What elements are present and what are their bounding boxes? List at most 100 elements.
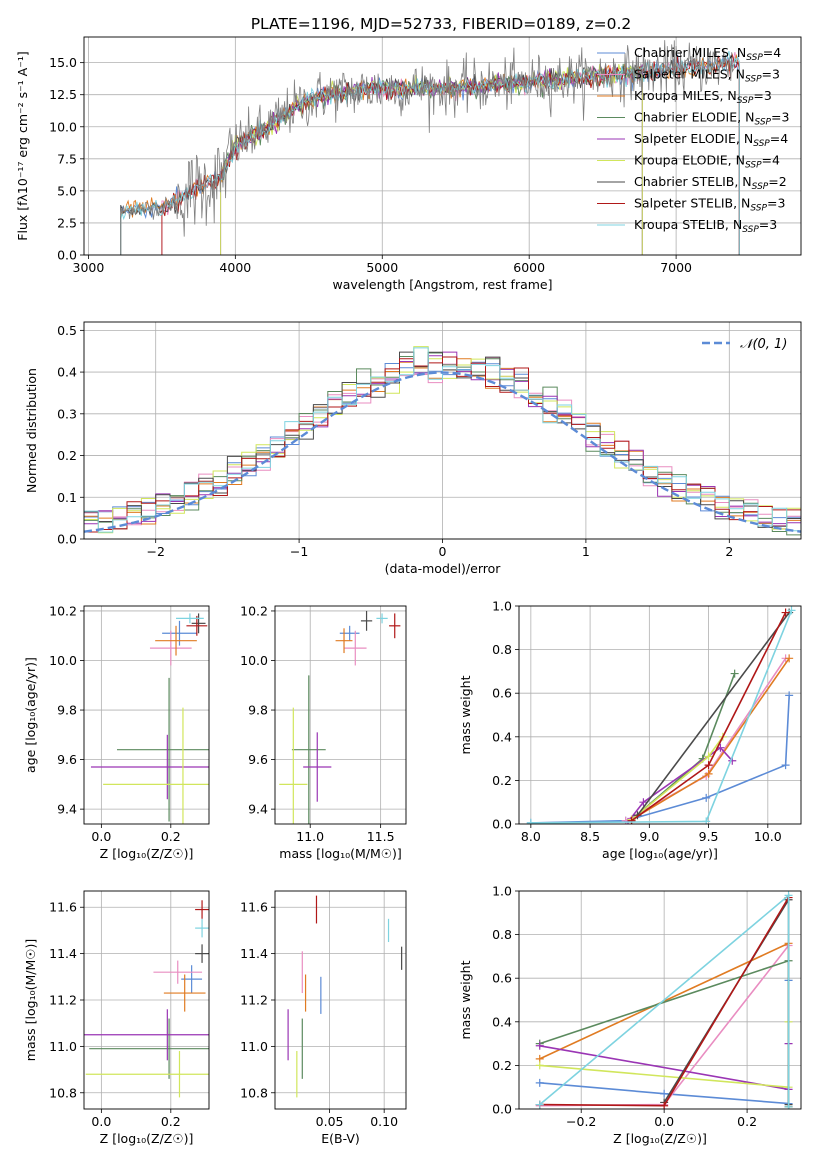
weight-vs-age-plot-area xyxy=(526,606,796,824)
y-tick-label: 12.5 xyxy=(49,87,77,102)
x-axis-label: Z [log₁₀(Z/Z☉)] xyxy=(100,1131,194,1146)
axes-frame xyxy=(274,605,407,825)
legend-entry: Chabrier MILES, NSSP=4 xyxy=(634,45,781,63)
y-tick-label: 11.0 xyxy=(240,1039,268,1054)
mass-vs-EBV-plot-area xyxy=(287,895,403,1098)
y-tick-label: 0.0 xyxy=(492,817,512,832)
axes-frame xyxy=(83,605,210,825)
mass-weight-point xyxy=(639,798,648,807)
x-tick-label: 2 xyxy=(725,544,733,559)
x-tick-label: 0.0 xyxy=(91,829,111,844)
mass-weight-point xyxy=(704,761,713,770)
age-vs-Z-plot-area xyxy=(90,613,209,824)
x-axis-label: mass [log₁₀(M/M☉)] xyxy=(279,846,401,861)
axes-frame xyxy=(518,890,802,1110)
y-tick-label: 0.8 xyxy=(492,927,512,942)
y-tick-label: 10.8 xyxy=(49,1085,77,1100)
y-tick-label: 10.2 xyxy=(240,603,268,618)
y-axis-label: Normed distribution xyxy=(24,368,39,493)
y-tick-label: 0.2 xyxy=(492,773,512,788)
y-tick-label: 10.0 xyxy=(240,653,268,668)
mass-weight-point xyxy=(785,654,794,663)
y-tick-label: 0.2 xyxy=(492,1058,512,1073)
y-tick-label: 11.0 xyxy=(49,1039,77,1054)
x-axis-label: age [log₁₀(age/yr)] xyxy=(602,846,718,861)
y-tick-label: 10.0 xyxy=(49,119,77,134)
axes-frame xyxy=(274,890,407,1110)
y-tick-label: 15.0 xyxy=(49,55,77,70)
y-tick-label: 0.5 xyxy=(57,323,77,338)
mass-vs-Z-plot-area xyxy=(84,900,209,1098)
legend-entry: Chabrier ELODIE, NSSP=3 xyxy=(634,110,789,128)
mass-weight-point xyxy=(781,761,790,770)
x-tick-label: −1 xyxy=(290,544,308,559)
x-tick-label: 3000 xyxy=(73,260,105,275)
mass-weight-point xyxy=(784,1102,793,1109)
y-tick-label: 11.6 xyxy=(49,900,77,915)
legend-entry: Chabrier STELIB, NSSP=2 xyxy=(634,174,787,192)
y-tick-label: 0.0 xyxy=(492,1102,512,1117)
x-tick-label: 9.5 xyxy=(699,829,719,844)
legend-entry: Kroupa STELIB, NSSP=3 xyxy=(634,217,777,235)
y-tick-label: 11.4 xyxy=(49,946,77,961)
mass-weight-series-line xyxy=(627,746,733,823)
normal-distribution-curve xyxy=(84,371,801,533)
y-tick-label: 9.6 xyxy=(248,752,268,767)
x-tick-label: 11.0 xyxy=(296,829,324,844)
x-axis-label: Z [log₁₀(Z/Z☉)] xyxy=(100,846,194,861)
x-tick-label: 5000 xyxy=(366,260,398,275)
legend-entry: Kroupa ELODIE, NSSP=4 xyxy=(634,153,780,171)
y-tick-label: 10.8 xyxy=(240,1085,268,1100)
x-tick-label: 0.0 xyxy=(91,1114,111,1129)
axes-frame xyxy=(518,605,802,825)
y-axis-label: Flux [fλ10⁻¹⁷ erg cm⁻² s⁻¹ A⁻¹] xyxy=(15,51,30,240)
panels: 3000 4000 5000 6000 70000.02.55.07.510.012.5… xyxy=(15,36,802,1146)
mass-weight-point xyxy=(535,1041,544,1050)
mass-weight-point xyxy=(660,1101,669,1109)
figure-title: PLATE=1196, MJD=52733, FIBERID=0189, z=0… xyxy=(251,15,632,33)
y-axis-label: mass weight xyxy=(458,960,473,1039)
x-tick-label: 0.10 xyxy=(370,1114,398,1129)
y-tick-label: 0.3 xyxy=(57,406,77,421)
panel-mass-vs-EBV: 0.05 0.10 10.8 11.0 11.2 11.4 11.6 E(B-V) xyxy=(240,890,407,1146)
y-tick-label: 9.6 xyxy=(57,752,77,767)
x-tick-label: 0.2 xyxy=(161,1114,181,1129)
legend-entry: Salpeter STELIB, NSSP=3 xyxy=(634,196,785,214)
panel-age-vs-mass: 11.0 11.5 9.4 9.6 9.8 10.0 10.2 mass [log₁₀(M/M… xyxy=(240,603,407,861)
mass-weight-point xyxy=(702,817,711,824)
y-tick-label: 9.4 xyxy=(248,802,268,817)
y-tick-label: 9.8 xyxy=(248,703,268,718)
mass-weight-series-line xyxy=(636,612,790,816)
y-tick-label: 0.4 xyxy=(492,1014,512,1029)
y-tick-label: 0.0 xyxy=(57,248,77,263)
mass-weight-point xyxy=(781,608,790,617)
y-tick-label: 11.2 xyxy=(240,993,268,1008)
y-tick-label: 11.4 xyxy=(240,946,268,961)
x-tick-label: 0.2 xyxy=(737,1114,757,1129)
mass-weight-point xyxy=(660,1089,669,1098)
axes-frame xyxy=(83,321,802,540)
mass-weight-point xyxy=(535,1078,544,1087)
mass-weight-point xyxy=(784,891,793,900)
y-tick-label: 0.2 xyxy=(57,448,77,463)
x-tick-label: 1 xyxy=(582,544,590,559)
residuals-plot-area xyxy=(84,346,801,536)
x-tick-label: 8.0 xyxy=(521,829,541,844)
y-tick-label: 0.1 xyxy=(57,490,77,505)
x-tick-label: −0.2 xyxy=(566,1114,596,1129)
y-tick-label: 0.6 xyxy=(492,971,512,986)
y-tick-label: 11.6 xyxy=(240,900,268,915)
panel-mass-vs-Z: 0.0 0.2 10.8 11.0 11.2 11.4 11.6 Z [log₁₀(Z/Z☉)… xyxy=(23,890,210,1146)
mass-weight-point xyxy=(627,816,636,824)
legend-entry: Salpeter ELODIE, NSSP=4 xyxy=(634,131,788,149)
mass-weight-point xyxy=(535,1061,544,1070)
y-axis-label: mass weight xyxy=(458,675,473,754)
x-tick-label: 9.0 xyxy=(639,829,659,844)
y-tick-label: 1.0 xyxy=(492,884,512,899)
x-tick-label: −2 xyxy=(146,544,164,559)
y-tick-label: 0.4 xyxy=(492,729,512,744)
mass-weight-point xyxy=(785,691,794,700)
observed-spectrum-line xyxy=(120,40,735,255)
y-tick-label: 0.6 xyxy=(492,686,512,701)
y-tick-label: 0.4 xyxy=(57,365,77,380)
